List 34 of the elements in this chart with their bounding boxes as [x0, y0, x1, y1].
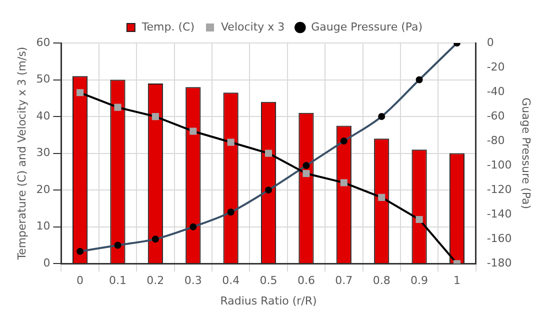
x-tick-label: 0.6 — [297, 274, 315, 288]
y2-tick-label: -80 — [486, 134, 505, 147]
y-tick-label: 20 — [36, 182, 50, 196]
y2-tick-label: -100 — [486, 158, 512, 172]
legend-label: Gauge Pressure (Pa) — [311, 20, 423, 34]
x-tick-label: 0 — [76, 274, 84, 288]
y-tick-label: 50 — [36, 72, 50, 86]
y2-tick-label: 0 — [486, 36, 494, 49]
x-tick-label: 0.8 — [372, 274, 390, 288]
y2-tick-label: -140 — [486, 207, 512, 220]
x-tick-label: 0.2 — [146, 274, 164, 288]
y2-tick-label: -180 — [486, 256, 512, 270]
x-tick-label: 0.7 — [335, 274, 353, 288]
y2-tick-label: -40 — [486, 84, 505, 98]
y-tick-label: 10 — [36, 220, 50, 233]
x-axis-title: Radius Ratio (r/R) — [220, 294, 317, 308]
y2-tick-label: -60 — [486, 109, 505, 122]
legend-label: Velocity x 3 — [221, 20, 285, 34]
y-tick-label: 60 — [36, 36, 50, 49]
legend-label: Temp. (C) — [140, 20, 195, 34]
x-tick-label: 0.1 — [108, 274, 126, 288]
y2-tick-label: -160 — [486, 232, 512, 245]
x-tick-label: 0.4 — [222, 274, 240, 288]
x-tick-label: 0.3 — [184, 274, 202, 288]
y2-axis-title: Guage Pressure (Pa) — [520, 98, 533, 210]
x-tick-label: 0.9 — [410, 274, 428, 288]
y2-tick-label: -120 — [486, 182, 512, 196]
y-tick-label: 40 — [36, 109, 50, 122]
x-tick-label: 0.5 — [260, 274, 278, 288]
y-axis-title: Temperature (C) and Velocity x 3 (m/s) — [15, 46, 28, 261]
x-tick-label: 1 — [453, 274, 460, 288]
y2-tick-label: -20 — [486, 60, 505, 74]
y-tick-label: 30 — [36, 146, 50, 160]
y-tick-label: 0 — [43, 256, 50, 270]
